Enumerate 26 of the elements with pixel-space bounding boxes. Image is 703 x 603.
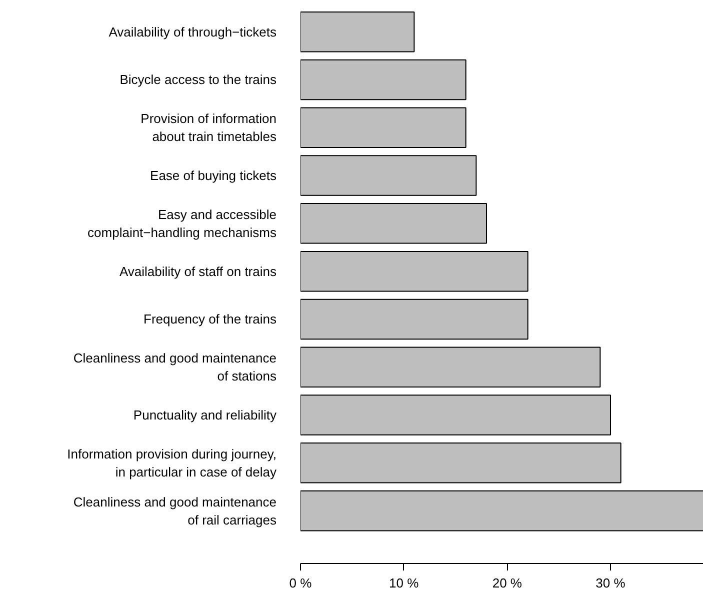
bar	[300, 250, 528, 292]
bar	[300, 490, 703, 532]
x-tick-label: 20 %	[492, 576, 522, 590]
y-tick-label: Information provision during journey, in particular in case of delay	[67, 446, 277, 480]
bar	[300, 298, 528, 340]
bar	[300, 442, 622, 484]
x-tick-label: 30 %	[596, 576, 626, 590]
y-tick-label: Bicycle access to the trains	[120, 72, 277, 88]
bar	[300, 155, 477, 196]
bar	[300, 59, 466, 100]
y-tick-label: Ease of buying tickets	[150, 168, 277, 184]
bar	[300, 203, 487, 244]
bar	[300, 394, 611, 436]
x-tick-label: 0 %	[289, 576, 312, 590]
bar	[300, 346, 601, 388]
bar	[300, 11, 415, 52]
y-tick-label: Frequency of the trains	[144, 312, 277, 327]
y-tick-label: Provision of information about train timetables	[140, 111, 277, 144]
y-tick-label: Cleanliness and good maintenance of stations	[73, 350, 277, 384]
x-tick-label: 10 %	[389, 576, 420, 590]
y-tick-label: Easy and accessible complaint−handling mechanisms	[88, 206, 277, 240]
bar	[300, 107, 466, 148]
y-tick-label: Cleanliness and good maintenance of rail carriages	[73, 494, 277, 528]
y-tick-label: Punctuality and reliability	[133, 408, 277, 423]
y-tick-label: Availability of through−tickets	[108, 24, 277, 40]
y-tick-label: Availability of staff on trains	[119, 264, 277, 279]
